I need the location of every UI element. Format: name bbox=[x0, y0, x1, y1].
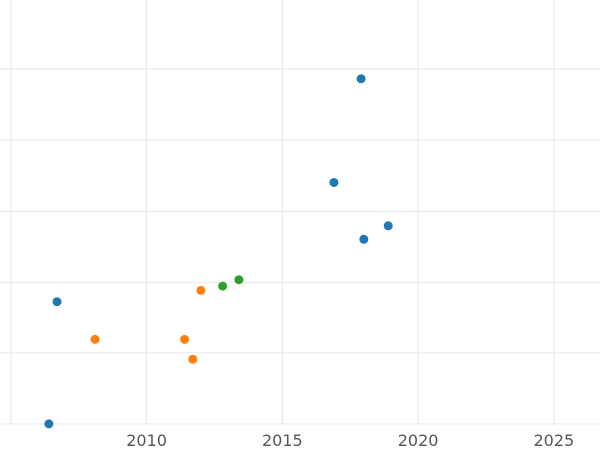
data-point bbox=[383, 221, 393, 231]
data-point bbox=[196, 285, 206, 295]
data-point bbox=[44, 419, 54, 429]
grid-layer bbox=[0, 0, 600, 426]
x-tick-label: 2020 bbox=[398, 431, 439, 450]
points-layer bbox=[44, 74, 393, 429]
data-point bbox=[188, 354, 198, 364]
data-point bbox=[329, 177, 339, 187]
data-point bbox=[234, 275, 244, 285]
data-point bbox=[356, 74, 366, 84]
x-tick-label: 2025 bbox=[533, 431, 574, 450]
data-point bbox=[52, 297, 62, 307]
x-axis-ticks: 2010 2015 2020 2025 bbox=[126, 431, 574, 450]
data-point bbox=[359, 234, 369, 244]
data-point bbox=[180, 334, 190, 344]
x-tick-label: 2015 bbox=[262, 431, 303, 450]
data-point bbox=[90, 334, 100, 344]
x-tick-label: 2010 bbox=[126, 431, 167, 450]
data-point bbox=[218, 281, 228, 291]
